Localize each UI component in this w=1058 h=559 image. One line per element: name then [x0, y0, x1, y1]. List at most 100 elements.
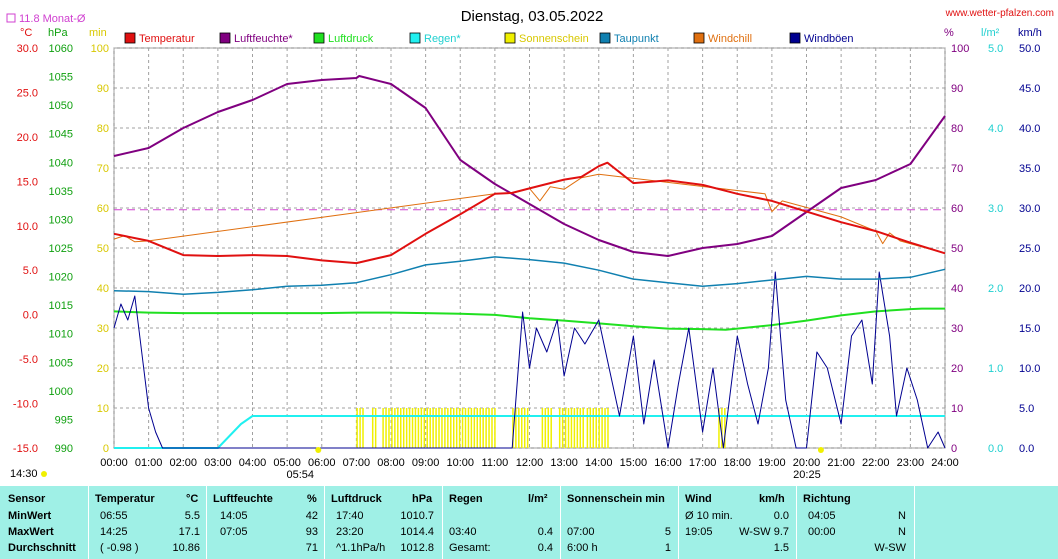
y-tick-pressure: 1000: [49, 386, 73, 398]
table-cell-press-time: 17:40: [336, 510, 364, 522]
y-tick-pressure: 1060: [49, 43, 73, 55]
sunshine-bar: [579, 408, 582, 448]
y-tick-temp: -10.0: [13, 399, 38, 411]
x-tick-label: 12:00: [516, 457, 544, 469]
y-tick-sunshine: 40: [97, 283, 109, 295]
y-tick-pressure: 1045: [49, 129, 73, 141]
table-cell-wind-time: 19:05: [685, 526, 713, 538]
table-cell-hum-val: 93: [305, 526, 318, 538]
y-tick-pressure: 1015: [49, 300, 73, 312]
x-tick-label: 08:00: [377, 457, 405, 469]
sunshine-bar: [573, 408, 576, 448]
sunshine-bar: [595, 408, 597, 448]
y-tick-wind: 15.0: [1019, 323, 1040, 335]
sunshine-bar: [411, 408, 414, 448]
sunshine-bar: [444, 408, 446, 448]
sunshine-bar: [426, 408, 428, 448]
y-tick-sunshine: 30: [97, 323, 109, 335]
y-tick-rain: 1.0: [988, 363, 1003, 375]
sunshine-bar: [359, 408, 361, 448]
sunshine-bar: [526, 408, 529, 448]
y-tick-sunshine: 50: [97, 243, 109, 255]
table-cell-wind-val: 0.0: [773, 510, 789, 522]
current-time-label: 14:30: [10, 468, 38, 480]
y-tick-rain: 0.0: [988, 443, 1003, 455]
table-cell-rain-time: 03:40: [449, 526, 477, 538]
header-wind-unit: km/h: [759, 493, 785, 505]
table-cell-press-val: 1012.8: [400, 542, 434, 554]
x-tick-label: 19:00: [758, 457, 786, 469]
legend-swatch: [409, 32, 421, 44]
sunshine-bar: [417, 408, 420, 448]
sunshine-bar: [592, 408, 595, 448]
table-cell-wind-time: Ø 10 min.: [685, 510, 733, 522]
legend-swatch: [219, 32, 231, 44]
unit-pressure: hPa: [48, 27, 68, 39]
y-tick-rain: 4.0: [988, 123, 1003, 135]
series-line-luftdruck: [113, 307, 945, 331]
sunset-label: 20:25: [793, 469, 821, 481]
x-tick-label: 11:00: [482, 457, 509, 469]
y-tick-pressure: 1030: [49, 214, 73, 226]
sunshine-bar: [550, 408, 552, 448]
y-tick-pressure: 1010: [49, 329, 73, 341]
y-tick-wind: 45.0: [1019, 83, 1040, 95]
table-cell-wind-val: 1.5: [773, 542, 789, 554]
y-tick-rain: 3.0: [988, 203, 1003, 215]
y-tick-temp: 15.0: [17, 176, 38, 188]
x-tick-label: 15:00: [620, 457, 648, 469]
x-tick-label: 10:00: [446, 457, 474, 469]
sunshine-bar: [371, 408, 374, 448]
sunshine-bar: [604, 408, 606, 448]
sunset-marker: [817, 447, 824, 453]
sunshine-bar: [447, 408, 449, 448]
sunshine-bar: [467, 408, 470, 448]
sunshine-bar: [362, 408, 364, 448]
weather-chart: 30.0 25.0 20.0 15.0 10.0 5.0 0.0 -5.0 -10.0 -15.0…: [6, 8, 1054, 481]
legend-swatch: [693, 32, 705, 44]
sunshine-bar: [473, 408, 476, 448]
y-tick-sunshine: 80: [97, 123, 109, 135]
legend-label: Windchill: [708, 33, 752, 45]
y-tick-wind: 40.0: [1019, 123, 1040, 135]
y-tick-wind: 50.0: [1019, 43, 1040, 55]
table-cell-dir-time: 04:05: [808, 510, 836, 522]
sunshine-bar: [582, 408, 584, 448]
sunshine-bar: [558, 408, 561, 448]
y-tick-humidity: 10: [951, 403, 963, 415]
header-sensor: Sensor: [8, 493, 46, 505]
x-tick-label: 22:00: [862, 457, 890, 469]
x-tick-label: 21:00: [827, 457, 855, 469]
sunshine-bar: [718, 408, 720, 448]
y-tick-sunshine: 0: [103, 443, 109, 455]
table-cell-sun-val: 5: [664, 526, 671, 538]
y-tick-sunshine: 90: [97, 83, 109, 95]
sunshine-bar: [388, 408, 390, 448]
sunshine-bar: [479, 408, 481, 448]
sunshine-bar: [408, 408, 411, 448]
sunshine-bar: [521, 408, 523, 448]
y-tick-rain: 2.0: [988, 283, 1003, 295]
y-tick-pressure: 1040: [49, 157, 73, 169]
sunshine-bar: [721, 408, 723, 448]
table-cell-dir-val: W-SW: [874, 542, 906, 554]
series-line-luftfeuchte: [113, 75, 946, 257]
legend-label: Regen*: [424, 33, 461, 45]
sunshine-bar: [601, 408, 603, 448]
sunshine-bar: [450, 408, 452, 448]
unit-wind: km/h: [1018, 27, 1042, 39]
table-cell-temp-val: 17.1: [178, 526, 200, 538]
y-tick-sunshine: 10: [97, 403, 109, 415]
y-tick-sunshine: 60: [97, 203, 109, 215]
sunshine-bar: [432, 408, 434, 448]
sunshine-bar: [586, 408, 589, 448]
series-line-taupunkt: [113, 256, 946, 295]
sunshine-bar: [576, 408, 579, 448]
table-cell-hum-time: 14:05: [220, 510, 248, 522]
sunshine-bar: [441, 408, 443, 448]
sunshine-bar: [402, 408, 405, 448]
table-cell-dir-val: N: [898, 510, 906, 522]
current-time-marker: [41, 471, 47, 477]
table-cell-press-val: 1010.7: [400, 510, 434, 522]
table-cell-dir-val: N: [898, 526, 906, 538]
